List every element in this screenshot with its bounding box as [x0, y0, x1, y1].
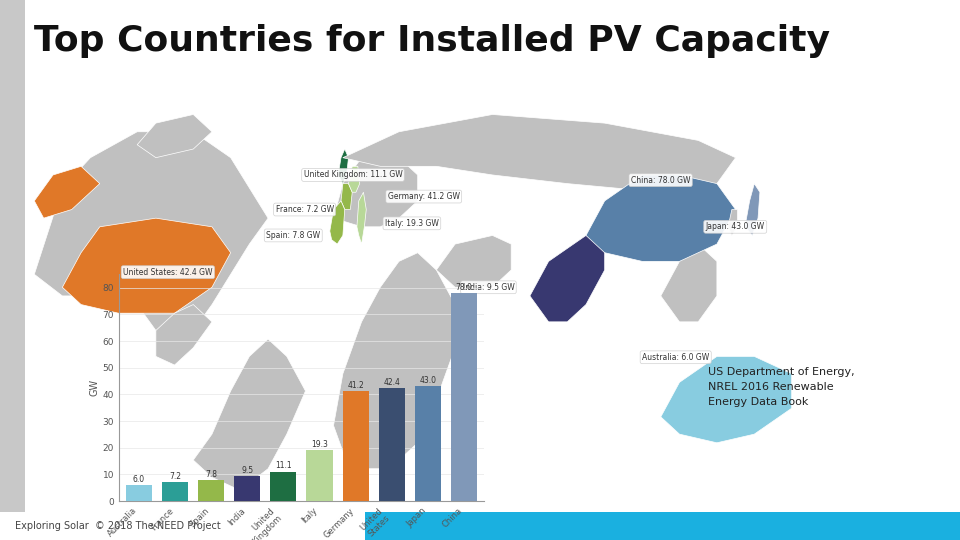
Text: Italy: 19.3 GW: Italy: 19.3 GW: [385, 219, 439, 228]
Polygon shape: [35, 166, 100, 218]
Bar: [306, 450, 332, 501]
Bar: [162, 482, 188, 501]
Text: United Kingdom: 11.1 GW: United Kingdom: 11.1 GW: [303, 171, 402, 179]
Text: 9.5: 9.5: [241, 465, 253, 475]
Polygon shape: [348, 166, 360, 192]
Bar: [198, 480, 224, 501]
Bar: [379, 388, 405, 501]
Y-axis label: GW: GW: [90, 379, 100, 396]
Polygon shape: [357, 192, 367, 244]
Text: Top Countries for Installed PV Capacity: Top Countries for Installed PV Capacity: [34, 24, 829, 58]
Bar: [234, 476, 260, 501]
Bar: [451, 293, 477, 501]
Text: 11.1: 11.1: [276, 462, 292, 470]
Bar: [271, 471, 297, 501]
Text: Exploring Solar  © 2018 The NEED Project: Exploring Solar © 2018 The NEED Project: [14, 521, 221, 531]
Polygon shape: [333, 149, 418, 227]
Text: Australia: 6.0 GW: Australia: 6.0 GW: [642, 353, 709, 362]
Bar: [415, 387, 441, 501]
Polygon shape: [343, 114, 735, 192]
Polygon shape: [660, 356, 792, 443]
Text: Exploring Solar  © 2018 The NEED Project: Exploring Solar © 2018 The NEED Project: [14, 521, 220, 531]
Text: US Department of Energy,
NREL 2016 Renewable
Energy Data Book: US Department of Energy, NREL 2016 Renew…: [708, 367, 855, 407]
Polygon shape: [728, 210, 737, 235]
Text: 7.2: 7.2: [169, 472, 181, 481]
Text: 42.4: 42.4: [383, 378, 400, 387]
Text: Japan: 43.0 GW: Japan: 43.0 GW: [706, 222, 765, 231]
Text: India: 9.5 GW: India: 9.5 GW: [463, 283, 515, 292]
Polygon shape: [341, 184, 352, 210]
Text: 7.8: 7.8: [205, 470, 217, 479]
Text: United States: 42.4 GW: United States: 42.4 GW: [123, 268, 212, 276]
Polygon shape: [330, 201, 345, 244]
Polygon shape: [193, 339, 305, 490]
Polygon shape: [137, 114, 212, 158]
Polygon shape: [62, 218, 230, 313]
Text: China: 78.0 GW: China: 78.0 GW: [631, 176, 690, 185]
Polygon shape: [530, 235, 605, 322]
Bar: [126, 485, 152, 501]
Text: 19.3: 19.3: [311, 440, 328, 449]
Text: Spain: 7.8 GW: Spain: 7.8 GW: [266, 231, 321, 240]
Polygon shape: [586, 175, 735, 261]
Polygon shape: [660, 244, 717, 322]
Text: 41.2: 41.2: [348, 381, 364, 390]
Text: Germany: 41.2 GW: Germany: 41.2 GW: [388, 192, 460, 201]
Text: France: 7.2 GW: France: 7.2 GW: [276, 205, 334, 214]
Polygon shape: [333, 253, 455, 469]
Polygon shape: [745, 184, 760, 235]
Polygon shape: [35, 132, 268, 348]
Text: 78.0: 78.0: [456, 283, 472, 292]
Polygon shape: [437, 235, 511, 287]
Text: 43.0: 43.0: [420, 376, 437, 386]
Polygon shape: [338, 149, 348, 184]
Polygon shape: [156, 305, 212, 365]
Text: 6.0: 6.0: [132, 475, 145, 484]
Bar: [343, 391, 369, 501]
